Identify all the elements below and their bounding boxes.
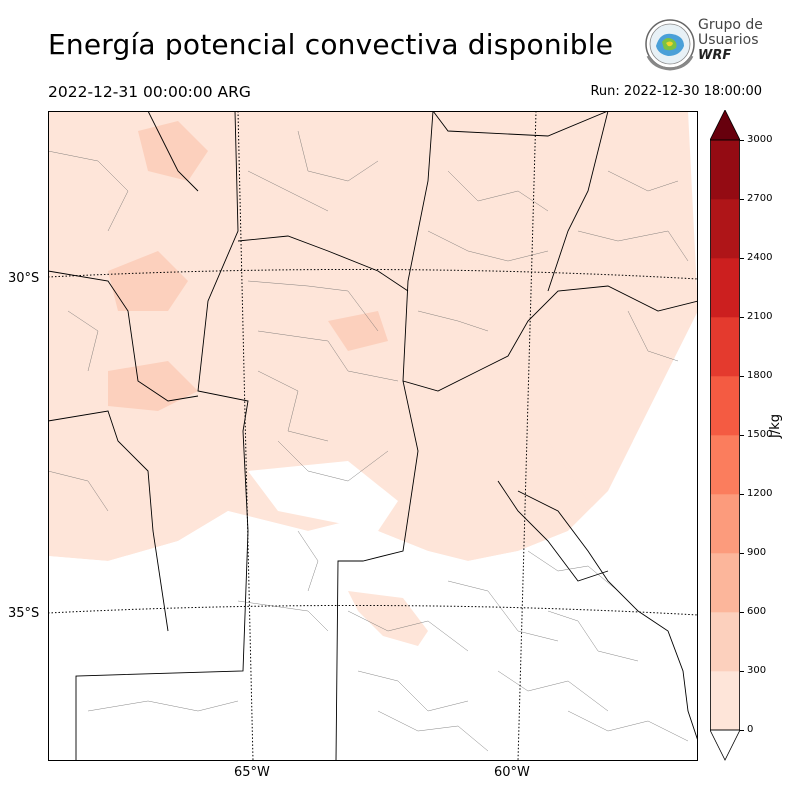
colorbar-segment bbox=[710, 317, 740, 377]
colorbar-segment bbox=[710, 435, 740, 495]
colorbar-tick-mark bbox=[740, 376, 744, 377]
colorbar-tick-label: 600 bbox=[747, 606, 767, 617]
lon-label-60w: 60°W bbox=[494, 765, 530, 780]
colorbar-tick-label: 0 bbox=[747, 724, 754, 735]
colorbar-segment bbox=[710, 553, 740, 613]
colorbar-over-arrow bbox=[710, 110, 740, 141]
colorbar-tick-mark bbox=[740, 199, 744, 200]
colorbar-tick-label: 1800 bbox=[747, 370, 773, 381]
cape-blank-1 bbox=[248, 461, 398, 531]
colorbar-tick-label: 900 bbox=[747, 547, 767, 558]
colorbar-tick-mark bbox=[740, 317, 744, 318]
colorbar-segment bbox=[710, 258, 740, 318]
colorbar-tick-mark bbox=[740, 435, 744, 436]
lat-label-30s: 30°S bbox=[8, 271, 40, 286]
colorbar-tick-mark bbox=[740, 612, 744, 613]
cape-higher-4 bbox=[328, 311, 388, 351]
colorbar-unit: J/kg bbox=[768, 414, 783, 438]
colorbar-tick-label: 2700 bbox=[747, 193, 773, 204]
valid-time: 2022-12-31 00:00:00 ARG bbox=[48, 83, 251, 101]
colorbar-tick-mark bbox=[740, 730, 744, 731]
cape-higher-1 bbox=[108, 251, 188, 311]
colorbar-under-arrow bbox=[710, 729, 740, 761]
lon-label-65w: 65°W bbox=[234, 765, 270, 780]
logo-line-2: Usuarios bbox=[698, 32, 759, 48]
cape-field-south-over bbox=[348, 591, 428, 646]
cape-map bbox=[48, 111, 698, 761]
colorbar-tick-mark bbox=[740, 671, 744, 672]
colorbar-segment bbox=[710, 199, 740, 259]
wrf-logo-icon bbox=[645, 19, 695, 71]
colorbar-segment bbox=[710, 671, 740, 731]
colorbar-tick-label: 300 bbox=[747, 665, 767, 676]
province-boundaries bbox=[48, 111, 698, 761]
colorbar-tick-mark bbox=[740, 140, 744, 141]
logo-text: Grupo de Usuarios WRF bbox=[698, 17, 763, 64]
lat-label-35s: 35°S bbox=[8, 606, 40, 621]
cape-blank-2 bbox=[48, 311, 698, 761]
run-time: Run: 2022-12-30 18:00:00 bbox=[590, 84, 762, 99]
colorbar-tick-label: 1500 bbox=[747, 429, 773, 440]
colorbar-tick-mark bbox=[740, 494, 744, 495]
cape-higher-2 bbox=[138, 121, 208, 181]
logo-line-1: Grupo de bbox=[698, 17, 763, 33]
colorbar-tick-label: 3000 bbox=[747, 134, 773, 145]
coastline bbox=[517, 490, 698, 742]
map-title: Energía potencial convectiva disponible bbox=[48, 28, 614, 61]
colorbar-tick-label: 1200 bbox=[747, 488, 773, 499]
graticule bbox=[48, 111, 698, 761]
cape-higher-3 bbox=[108, 361, 198, 411]
colorbar-tick-mark bbox=[740, 258, 744, 259]
colorbar bbox=[710, 110, 740, 761]
colorbar-segment bbox=[710, 612, 740, 672]
logo-line-3: WRF bbox=[698, 48, 732, 63]
colorbar-tick-label: 2100 bbox=[747, 311, 773, 322]
colorbar-segment bbox=[710, 494, 740, 554]
colorbar-segment bbox=[710, 140, 740, 200]
department-boundaries bbox=[48, 130, 689, 752]
colorbar-tick-mark bbox=[740, 553, 744, 554]
cape-shading bbox=[48, 111, 698, 761]
colorbar-tick-label: 2400 bbox=[747, 252, 773, 263]
colorbar-segment bbox=[710, 376, 740, 436]
